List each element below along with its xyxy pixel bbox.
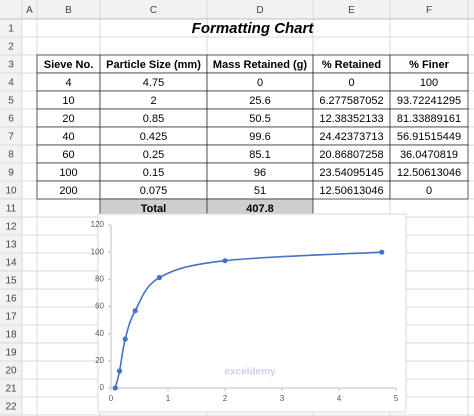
cell-text: Sieve No. (44, 59, 94, 71)
y-tick-label: 20 (95, 356, 104, 365)
data-point (156, 274, 163, 281)
cell-text: 20.86807258 (319, 149, 383, 161)
cell-text: 12.50613046 (319, 185, 383, 197)
row-header[interactable]: 8 (8, 150, 14, 161)
cell-text: 0.85 (143, 113, 164, 125)
column-header[interactable]: C (150, 5, 157, 16)
data-point (379, 249, 385, 255)
cell-text: 0.075 (140, 185, 168, 197)
row-header[interactable]: 20 (5, 366, 17, 377)
row-header[interactable]: 1 (8, 24, 14, 35)
row-header[interactable]: 3 (8, 60, 14, 71)
row-header[interactable]: 11 (6, 204, 17, 215)
cell-text: 85.1 (249, 149, 270, 161)
cell-text: 23.54095145 (319, 167, 383, 179)
column-header[interactable]: E (348, 5, 355, 16)
x-tick-label: 5 (394, 394, 399, 403)
cell-text: 200 (59, 185, 77, 197)
cell-text: 56.91515449 (397, 131, 461, 143)
data-point (112, 385, 118, 391)
cell-text: 0 (257, 77, 263, 89)
data-point (122, 336, 128, 342)
cell-text: 96 (254, 167, 266, 179)
row-header-bg (0, 0, 22, 416)
row-header[interactable]: 18 (5, 330, 17, 341)
row-header[interactable]: 15 (5, 276, 17, 287)
cell-text: Particle Size (mm) (106, 59, 201, 71)
cell-text: 0.25 (143, 149, 164, 161)
cell-text: 2 (150, 95, 156, 107)
row-header[interactable]: 2 (8, 42, 14, 53)
cell-text: 4 (65, 77, 71, 89)
cell-text: 36.0470819 (400, 149, 458, 161)
cell-text: 10 (62, 95, 74, 107)
cell-text: Total (141, 203, 166, 215)
y-tick-label: 60 (95, 302, 104, 311)
row-header[interactable]: 19 (5, 348, 17, 359)
table-cell[interactable] (389, 180, 469, 200)
y-tick-label: 0 (100, 383, 105, 392)
column-header[interactable]: A (26, 5, 33, 16)
x-tick-label: 2 (223, 394, 228, 403)
cell-text: 24.42373713 (319, 131, 383, 143)
cell-text: 20 (62, 113, 74, 125)
x-tick-label: 4 (337, 394, 342, 403)
sheet-title: Formatting Chart (192, 20, 315, 37)
chart-area[interactable] (97, 213, 407, 413)
cell-text: 6.277587052 (319, 95, 383, 107)
data-point (116, 368, 123, 374)
x-tick-label: 0 (109, 394, 114, 403)
column-header[interactable]: F (426, 5, 432, 16)
row-header[interactable]: 7 (8, 132, 14, 143)
cell-text: 50.5 (249, 113, 270, 125)
data-point (132, 308, 138, 314)
cell-text: 93.72241295 (397, 95, 461, 107)
cell-text: 100 (420, 77, 438, 89)
cell-text: 4.75 (143, 77, 164, 89)
x-tick-label: 3 (280, 394, 285, 403)
cell-text: 0 (426, 185, 432, 197)
row-header[interactable]: 21 (5, 384, 17, 395)
y-tick-label: 120 (91, 220, 105, 229)
row-header[interactable]: 16 (5, 294, 17, 305)
row-header[interactable]: 6 (8, 114, 14, 125)
row-header[interactable]: 4 (8, 78, 14, 89)
row-header[interactable]: 22 (5, 402, 17, 413)
cell-text: 51 (254, 185, 266, 197)
row-header[interactable]: 9 (8, 168, 14, 179)
cell-text: 100 (59, 167, 77, 179)
cell-text: 12.38352133 (319, 113, 383, 125)
row-header[interactable]: 14 (5, 258, 17, 269)
y-tick-label: 100 (91, 247, 105, 256)
column-header[interactable]: D (256, 5, 263, 16)
cell-text: 81.33889161 (397, 113, 461, 125)
x-tick-label: 1 (166, 394, 171, 403)
cell-text: 407.8 (246, 203, 274, 215)
cell-text: % Finer (409, 59, 449, 71)
row-header[interactable]: 12 (5, 222, 17, 233)
y-tick-label: 40 (95, 329, 104, 338)
row-header[interactable]: 5 (8, 96, 14, 107)
header-bg (0, 0, 474, 19)
cell-text: 0.15 (143, 167, 164, 179)
cell-text: 99.6 (249, 131, 270, 143)
cell-text: 12.50613046 (397, 167, 461, 179)
cell-text: 40 (62, 131, 74, 143)
cell-text: % Retained (322, 59, 381, 71)
cell-text: 0 (348, 77, 354, 89)
y-tick-label: 80 (95, 274, 104, 283)
column-header[interactable]: B (65, 5, 72, 16)
cell-text: 0.425 (140, 131, 168, 143)
row-header[interactable]: 10 (5, 186, 17, 197)
cell-text: 25.6 (249, 95, 270, 107)
watermark: exceldemy (224, 367, 276, 378)
data-point (222, 258, 228, 264)
row-header[interactable]: 13 (5, 240, 17, 251)
row-header[interactable]: 17 (5, 312, 17, 323)
cell-text: 60 (62, 149, 74, 161)
cell-text: Mass Retained (g) (213, 59, 307, 71)
